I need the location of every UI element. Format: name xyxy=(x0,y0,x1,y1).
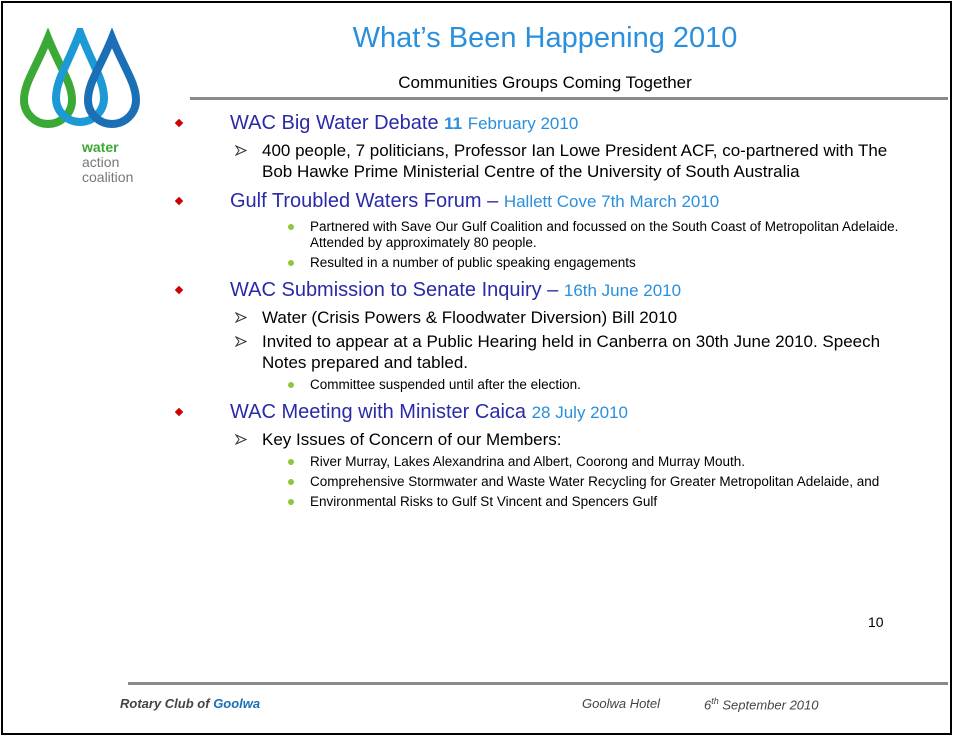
arrow-item: 400 people, 7 politicians, Professor Ian… xyxy=(170,140,922,182)
dot-bullet xyxy=(288,459,294,465)
diamond-bullet xyxy=(174,196,184,206)
section-heading: WAC Big Water Debate 11 February 2010 xyxy=(170,110,940,137)
arrow-bullet xyxy=(235,145,247,156)
item-text: Key Issues of Concern of our Members: xyxy=(262,430,562,449)
heading-text: WAC Meeting with Minister Caica xyxy=(230,401,527,423)
arrow-bullet xyxy=(235,336,247,347)
logo-line: action xyxy=(82,154,120,170)
dot-item: Environmental Risks to Gulf St Vincent a… xyxy=(170,494,900,510)
date-rest: September 2010 xyxy=(722,697,819,713)
arrow-item: Water (Crisis Powers & Floodwater Divers… xyxy=(170,307,922,328)
footer-rule xyxy=(128,682,948,685)
footer-venue: Goolwa Hotel xyxy=(582,696,661,711)
item-text: Comprehensive Stormwater and Waste Water… xyxy=(310,474,880,489)
footer-date: 6th September 2010 xyxy=(704,696,819,712)
dot-bullet xyxy=(288,479,294,485)
dot-item: Committee suspended until after the elec… xyxy=(170,377,900,393)
section-heading: WAC Submission to Senate Inquiry – 16th … xyxy=(170,277,940,304)
arrow-item: Key Issues of Concern of our Members: xyxy=(170,429,922,450)
heading-text: Gulf Troubled Waters Forum – xyxy=(230,190,499,212)
arrow-item: Invited to appear at a Public Hearing he… xyxy=(170,331,922,373)
logo-drops xyxy=(19,28,141,128)
arrow-bullet xyxy=(235,312,247,323)
heading-date: Hallett Cove 7th March 2010 xyxy=(503,192,720,211)
item-text: Water (Crisis Powers & Floodwater Divers… xyxy=(262,308,678,327)
dot-bullet xyxy=(288,499,294,505)
diamond-bullet xyxy=(174,285,184,295)
dot-bullet xyxy=(288,382,294,388)
item-text: Invited to appear at a Public Hearing he… xyxy=(262,332,881,372)
logo-text: water action coalition xyxy=(82,140,133,185)
heading-date: 28 July 2010 xyxy=(531,403,628,422)
dot-item: Resulted in a number of public speaking … xyxy=(170,255,900,271)
slide-body: WAC Big Water Debate 11 February 2010 400… xyxy=(170,110,940,510)
subtitle: Communities Groups Coming Together xyxy=(398,73,692,92)
dot-bullet xyxy=(288,224,294,230)
page-number: 10 xyxy=(868,614,884,630)
logo-line: coalition xyxy=(82,169,134,185)
header-rule xyxy=(190,97,948,100)
logo-line: water xyxy=(82,139,119,155)
heading-text: WAC Big Water Debate xyxy=(230,112,439,134)
item-text: River Murray, Lakes Alexandrina and Albe… xyxy=(310,454,745,469)
item-text: 400 people, 7 politicians, Professor Ian… xyxy=(262,141,888,181)
dot-item: River Murray, Lakes Alexandrina and Albe… xyxy=(170,454,900,470)
heading-text: WAC Submission to Senate Inquiry – xyxy=(230,279,559,301)
date-suffix: th xyxy=(711,696,719,706)
arrow-bullet xyxy=(235,434,247,445)
heading-date-bold: 11 xyxy=(444,114,463,133)
club: Rotary Club of xyxy=(120,696,210,711)
diamond-bullet xyxy=(174,118,184,128)
section-heading: WAC Meeting with Minister Caica 28 July … xyxy=(170,399,940,426)
footer-club: Rotary Club of Goolwa xyxy=(120,696,260,711)
title: What’s Been Happening 2010 xyxy=(352,22,738,54)
heading-date: 16th June 2010 xyxy=(563,281,682,300)
heading-date: February 2010 xyxy=(467,114,579,133)
section-heading: Gulf Troubled Waters Forum – Hallett Cov… xyxy=(170,188,940,215)
dot-item: Partnered with Save Our Gulf Coalition a… xyxy=(170,219,900,251)
item-text: Environmental Risks to Gulf St Vincent a… xyxy=(310,494,658,509)
club-place: Goolwa xyxy=(213,696,261,711)
diamond-bullet xyxy=(174,407,184,417)
dot-bullet xyxy=(288,260,294,266)
item-text: Resulted in a number of public speaking … xyxy=(310,255,636,270)
dot-item: Comprehensive Stormwater and Waste Water… xyxy=(170,474,900,490)
item-text: Committee suspended until after the elec… xyxy=(310,377,581,392)
date-day: 6 xyxy=(704,697,712,713)
item-text: Partnered with Save Our Gulf Coalition a… xyxy=(310,219,899,250)
